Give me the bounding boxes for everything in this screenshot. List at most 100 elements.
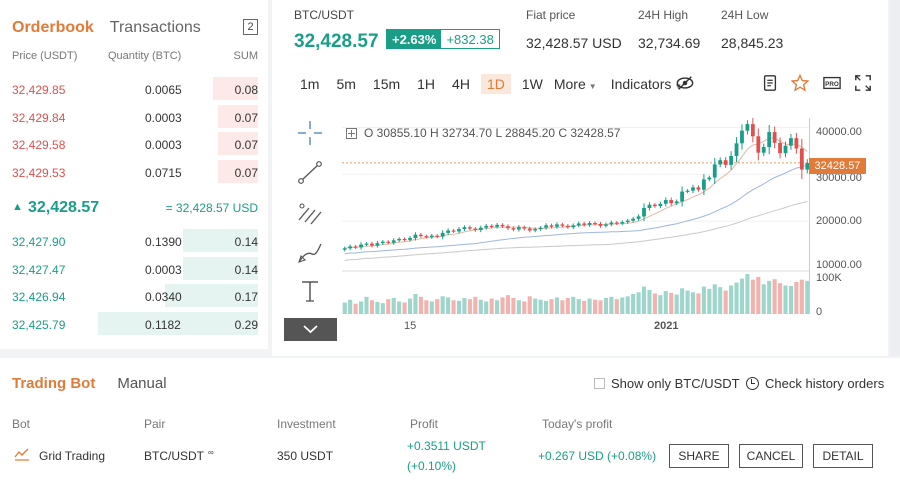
document-icon[interactable] [761, 74, 779, 92]
candle-body [680, 191, 685, 202]
star-icon[interactable] [791, 74, 809, 92]
depth-bar [98, 311, 258, 335]
pro-mode-icon[interactable]: PRO [823, 74, 841, 92]
candle-body [364, 243, 369, 245]
depth-bar [218, 104, 258, 128]
timeframe-1h[interactable]: 1H [417, 76, 436, 92]
cancel-button[interactable]: CANCEL [739, 444, 803, 468]
volume-bar [603, 298, 608, 314]
ask-row[interactable]: 32,429.85 0.0065 0.08 [0, 75, 268, 102]
depth-bar [213, 77, 258, 100]
volume-bar [745, 274, 750, 314]
show-only-checkbox[interactable] [594, 378, 605, 389]
bid-price: 32,427.90 [12, 235, 66, 249]
volume-bar [712, 284, 717, 314]
ask-row[interactable]: 32,429.53 0.0715 0.07 [0, 158, 268, 185]
timeframe-4h[interactable]: 4H [452, 76, 470, 92]
timeframe-1w[interactable]: 1W [521, 76, 543, 92]
hide-eye-icon[interactable] [676, 74, 694, 92]
ask-row[interactable]: 32,429.84 0.0003 0.07 [0, 103, 268, 130]
timeframe-5m[interactable]: 5m [336, 76, 356, 92]
timeframe-15m[interactable]: 15m [372, 76, 401, 92]
volume-bar [729, 285, 734, 314]
candle-body [419, 234, 423, 237]
chevron-down-icon: ▼ [674, 82, 683, 91]
volume-bar [772, 279, 777, 314]
show-only-pair-toggle[interactable]: Show only BTC/USDT [594, 376, 740, 391]
x-tick-label: 2021 [654, 320, 679, 332]
volume-bar [435, 299, 440, 314]
candle-body [484, 225, 489, 228]
ask-qty: 0.0065 [145, 83, 182, 97]
ma-line-long [344, 164, 808, 255]
more-dropdown[interactable]: More ▼ [554, 76, 597, 92]
candle-body [478, 227, 483, 231]
price-chart[interactable] [342, 118, 810, 318]
candle-body [402, 238, 407, 241]
collapse-tools-button[interactable] [284, 318, 337, 341]
volume-bar [620, 297, 625, 314]
volume-bar [402, 302, 407, 314]
tab-transactions[interactable]: Transactions [109, 19, 201, 36]
candle-body [642, 208, 646, 217]
volume-bar [407, 298, 413, 314]
expand-legend-icon[interactable] [346, 127, 357, 139]
change-absolute: +832.38 [446, 32, 494, 47]
volume-bar [609, 296, 614, 314]
tab-trading-bot[interactable]: Trading Bot [12, 375, 96, 392]
link-icon: ∞ [208, 448, 214, 457]
right-scroll-edge [890, 0, 900, 356]
candle-body [729, 155, 733, 165]
depth-bar [183, 256, 258, 280]
candle-body [397, 238, 402, 241]
share-button[interactable]: SHARE [669, 444, 729, 468]
orderbook-precision-button[interactable]: 2 [243, 19, 258, 35]
bot-name: Grid Trading [39, 449, 106, 463]
crosshair-icon[interactable] [296, 120, 324, 146]
bid-row[interactable]: 32,427.47 0.0003 0.14 [0, 255, 268, 282]
volume-bar [489, 298, 494, 314]
low-value: 28,845.23 [721, 35, 784, 51]
volume-bar [669, 292, 674, 314]
candle-body [745, 124, 750, 131]
volume-bar [500, 297, 505, 314]
last-price: 32,428.57 [28, 199, 100, 216]
volume-bar [533, 298, 538, 314]
fib-tool-icon[interactable] [296, 200, 324, 226]
indicators-dropdown[interactable]: Indicators ▼ [611, 76, 683, 92]
volume-bar [778, 283, 783, 314]
timeframe-1d[interactable]: 1D [480, 74, 511, 94]
volume-bar [418, 296, 423, 314]
detail-button[interactable]: DETAIL [813, 444, 873, 468]
candle-body [538, 227, 543, 230]
fullscreen-icon[interactable] [854, 74, 872, 92]
volume-bar [636, 292, 641, 314]
volume-bar [614, 299, 619, 314]
candle-body [756, 136, 761, 153]
fiat-price-label: Fiat price [526, 8, 576, 22]
timeframe-1m[interactable]: 1m [300, 76, 320, 92]
text-tool-icon[interactable] [296, 278, 324, 304]
volume-bar [429, 301, 434, 314]
orderbook-panel: Orderbook Transactions 2 Price (USDT) Qu… [0, 0, 268, 349]
bid-row[interactable]: 32,427.90 0.1390 0.14 [0, 227, 268, 254]
check-history-link[interactable]: Check history orders [746, 376, 884, 391]
check-history-label: Check history orders [765, 376, 885, 391]
trend-line-icon[interactable] [296, 160, 324, 186]
tab-orderbook[interactable]: Orderbook [12, 19, 94, 36]
bid-row[interactable]: 32,425.79 0.1182 0.29 [0, 310, 268, 337]
volume-bar [723, 290, 728, 314]
volume-bar [527, 296, 532, 314]
ask-row[interactable]: 32,429.58 0.0003 0.07 [0, 130, 268, 157]
candle-body [555, 224, 559, 227]
candle-body [440, 232, 445, 237]
candle-body [348, 246, 353, 249]
candle-body [598, 223, 603, 226]
tab-manual[interactable]: Manual [117, 375, 167, 392]
candle-body [462, 227, 467, 230]
volume-bar [473, 296, 478, 314]
bid-row[interactable]: 32,426.94 0.0340 0.17 [0, 282, 268, 309]
brush-icon[interactable] [296, 240, 324, 266]
volume-bar [380, 303, 385, 314]
quantity-column-header: Quantity (BTC) [108, 50, 182, 62]
